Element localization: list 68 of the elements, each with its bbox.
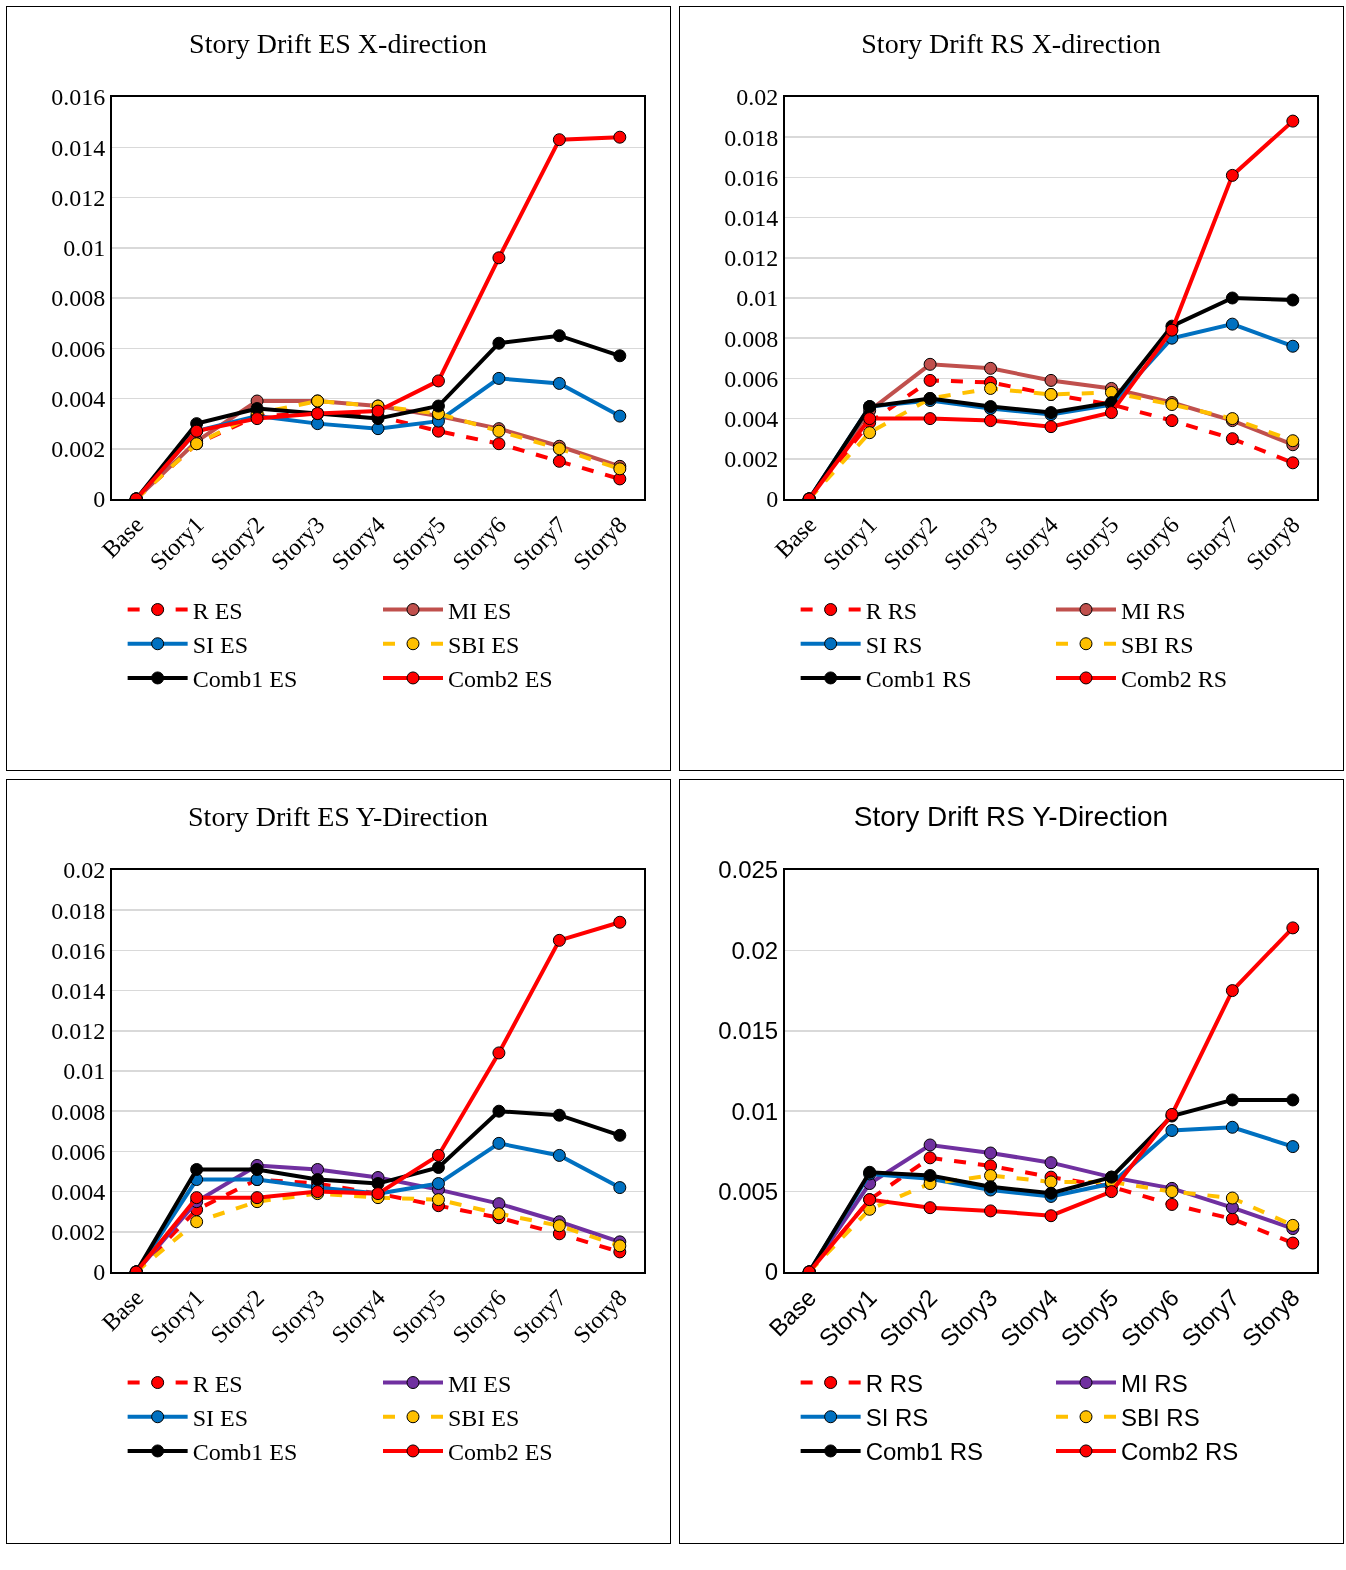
legend-label: Comb2 ES: [448, 1439, 553, 1466]
y-tick-label: 0.012: [51, 1018, 106, 1045]
y-tick-label: 0.01: [736, 285, 779, 312]
legend-label: MI ES: [448, 597, 512, 624]
legend-label: MI ES: [448, 1370, 512, 1397]
y-tick-label: 0.015: [718, 1017, 779, 1045]
legend-label: Comb2 RS: [1121, 666, 1228, 693]
y-tick-label: 0.025: [718, 856, 779, 884]
y-tick-label: 0.012: [51, 184, 106, 211]
legend-label: R ES: [192, 1370, 243, 1397]
y-tick-label: 0.002: [724, 446, 779, 473]
legend-label: R ES: [192, 597, 243, 624]
legend-label: SI ES: [192, 632, 248, 659]
legend-label: R RS: [865, 597, 918, 624]
legend-label: Comb1 ES: [192, 666, 298, 693]
chart-title: Story Drift RS X-direction: [861, 28, 1161, 60]
chart-title: Story Drift ES Y-Direction: [188, 801, 488, 833]
y-tick-label: 0: [764, 1258, 779, 1286]
chart-title: Story Drift ES X-direction: [189, 28, 487, 60]
y-tick-label: 0.002: [51, 1219, 106, 1246]
legend-label: SBI RS: [1121, 632, 1194, 659]
y-tick-label: 0.01: [63, 235, 106, 262]
y-tick-label: 0.008: [51, 285, 106, 312]
y-tick-label: 0.004: [51, 385, 106, 412]
y-tick-label: 0.014: [724, 205, 779, 231]
legend-label: Comb2 ES: [448, 666, 553, 693]
legend-label: SBI ES: [448, 632, 520, 659]
legend-label: SI RS: [865, 632, 923, 659]
y-tick-label: 0.006: [51, 335, 106, 362]
legend-label: Comb2 RS: [1121, 1438, 1239, 1466]
y-tick-label: 0.02: [63, 857, 106, 884]
x-tick-label: Base: [96, 1284, 149, 1336]
legend-label: SI ES: [192, 1405, 248, 1432]
legend-label: Comb1 ES: [192, 1439, 298, 1466]
y-tick-label: 0.016: [51, 84, 106, 111]
y-tick-label: 0.004: [51, 1179, 106, 1205]
y-tick-label: 0.018: [724, 124, 779, 151]
y-tick-label: 0.016: [724, 164, 779, 191]
y-tick-label: 0.006: [51, 1138, 106, 1165]
y-tick-label: 0.016: [51, 937, 106, 964]
legend-label: Comb1 RS: [865, 666, 972, 693]
y-tick-label: 0: [93, 1259, 106, 1286]
y-tick-label: 0.008: [51, 1098, 106, 1125]
y-tick-label: 0.012: [724, 245, 779, 272]
y-tick-label: 0.006: [724, 365, 779, 392]
y-tick-label: 0.008: [724, 325, 779, 352]
legend-label: R RS: [865, 1369, 923, 1397]
legend-label: SBI ES: [448, 1405, 520, 1432]
y-tick-label: 0.005: [718, 1178, 779, 1205]
y-tick-label: 0.014: [51, 134, 106, 161]
y-tick-label: 0.004: [724, 406, 779, 432]
y-tick-label: 0.002: [51, 436, 106, 463]
legend-label: MI RS: [1121, 597, 1186, 624]
legend-label: SBI RS: [1121, 1404, 1200, 1432]
y-tick-label: 0.02: [736, 84, 779, 111]
x-tick-label: Base: [769, 511, 822, 563]
y-tick-label: 0: [93, 486, 106, 513]
chart-title: Story Drift RS Y-Direction: [853, 801, 1169, 833]
legend-label: MI RS: [1121, 1369, 1188, 1397]
legend-label: Comb1 RS: [865, 1438, 984, 1466]
legend-label: SI RS: [865, 1404, 929, 1432]
x-tick-label: Base: [96, 511, 149, 563]
y-tick-label: 0.018: [51, 897, 106, 924]
y-tick-label: 0.01: [731, 1097, 779, 1125]
y-tick-label: 0.014: [51, 978, 106, 1004]
y-tick-label: 0: [766, 486, 779, 513]
y-tick-label: 0.02: [731, 936, 779, 964]
y-tick-label: 0.01: [63, 1058, 106, 1085]
